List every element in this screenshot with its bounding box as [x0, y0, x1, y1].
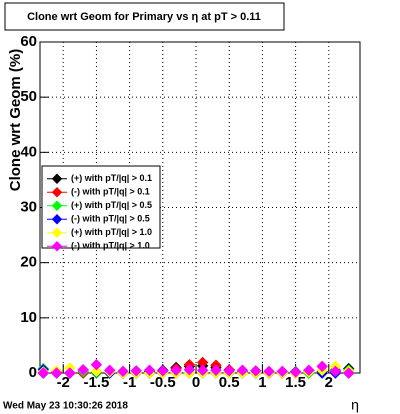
- point: [143, 364, 156, 376]
- point: [303, 364, 315, 376]
- x-tick-label: -1.5: [84, 374, 110, 391]
- legend-marker: [51, 173, 63, 184]
- legend-label: (-) with pT/|q| > 0.5: [71, 214, 150, 224]
- x-tick-label: -1: [123, 374, 136, 391]
- point: [64, 367, 76, 379]
- y-tick-label: 10: [20, 309, 37, 326]
- point: [77, 363, 89, 376]
- legend-marker: [51, 214, 63, 225]
- chart-title: Clone wrt Geom for Primary vs η at pT > …: [27, 11, 261, 23]
- point: [104, 364, 116, 376]
- title-box: [4, 2, 285, 31]
- x-tick-label: 2: [325, 374, 333, 391]
- x-tick-label: 1: [258, 374, 266, 391]
- point: [316, 360, 328, 373]
- legend-box: [41, 165, 161, 249]
- point: [250, 365, 262, 377]
- point: [343, 367, 355, 379]
- point: [289, 366, 302, 378]
- y-tick-label: 20: [20, 254, 37, 271]
- point: [90, 359, 103, 371]
- legend-label: (-) with pT/|q| > 1.0: [71, 241, 150, 251]
- legend-marker: [51, 227, 63, 238]
- legend-marker: [51, 241, 63, 252]
- point: [183, 363, 196, 376]
- y-tick-label: 50: [20, 88, 37, 105]
- point: [90, 365, 103, 378]
- point: [50, 367, 63, 379]
- point: [157, 365, 169, 377]
- legend-label: (+) with pT/|q| > 0.1: [71, 173, 152, 183]
- legend-marker: [51, 200, 63, 211]
- y-tick-label: 0: [29, 364, 37, 381]
- point: [130, 365, 142, 377]
- x-axis-label: η: [351, 397, 359, 413]
- legend-marker: [51, 187, 63, 198]
- legend-label: (+) with pT/|q| > 0.5: [71, 200, 152, 210]
- point: [170, 364, 182, 376]
- legend-label: (+) with pT/|q| > 1.0: [71, 227, 152, 237]
- point: [223, 365, 235, 377]
- x-tick-label: 1.5: [285, 374, 306, 391]
- x-tick-label: -0.5: [150, 374, 176, 391]
- point: [236, 364, 249, 376]
- x-tick-label: 0.5: [219, 374, 240, 391]
- point: [329, 365, 342, 378]
- point: [276, 365, 289, 378]
- timestamp: Wed May 23 10:30:26 2018: [3, 401, 128, 412]
- y-tick-label: 40: [20, 143, 37, 160]
- y-tick-label: 60: [20, 33, 37, 50]
- y-axis-label: Clone wrt Geom (%): [7, 49, 24, 192]
- point: [37, 367, 50, 379]
- point: [210, 364, 222, 376]
- x-tick-label: 0: [192, 374, 200, 391]
- x-tick-label: -2: [57, 374, 70, 391]
- legend-label: (-) with pT/|q| > 0.1: [71, 187, 150, 197]
- point: [117, 365, 129, 378]
- point: [263, 365, 275, 378]
- point: [196, 364, 209, 376]
- y-tick-label: 30: [20, 198, 37, 215]
